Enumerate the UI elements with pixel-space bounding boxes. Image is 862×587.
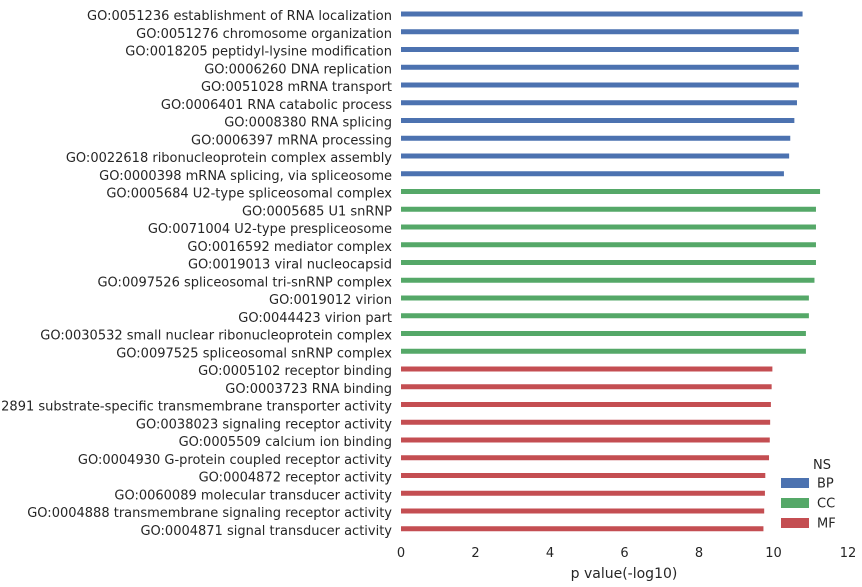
x-tick-label: 10 <box>765 546 782 561</box>
bar-bp <box>401 11 803 17</box>
category-label: GO:0005685 U1 snRNP <box>242 204 392 219</box>
bar-mf <box>401 508 765 514</box>
bar-mf <box>401 384 772 390</box>
legend-title: NS <box>813 458 831 473</box>
category-label: GO:0008380 RNA splicing <box>224 116 392 131</box>
bar-cc <box>401 331 806 336</box>
legend-label-cc: CC <box>817 497 835 512</box>
category-label: GO:0003723 RNA binding <box>225 382 392 397</box>
bar-bp <box>401 171 784 177</box>
bar-bp <box>401 64 799 70</box>
legend-swatch-cc <box>781 498 809 508</box>
category-label: GO:0004930 G-protein coupled receptor ac… <box>78 453 392 468</box>
bar-bp <box>401 82 799 88</box>
category-label: GO:0038023 signaling receptor activity <box>136 417 392 432</box>
category-label: GO:0060089 molecular transducer activity <box>114 488 392 503</box>
bar-bp <box>401 29 799 35</box>
category-label: GO:0019012 virion <box>269 293 392 308</box>
bar-cc <box>401 189 821 194</box>
bar-bp <box>401 100 797 106</box>
bar-group <box>401 11 821 532</box>
category-label: GO:0006397 mRNA processing <box>191 133 392 148</box>
category-label: GO:0006401 RNA catabolic process <box>161 98 392 113</box>
x-tick-label: 8 <box>695 546 703 561</box>
category-label: GO:0016592 mediator complex <box>187 240 392 255</box>
bar-cc <box>401 313 809 319</box>
x-tick-label: 4 <box>546 546 554 561</box>
category-label: GO:0051236 establishment of RNA localiza… <box>87 9 392 24</box>
bar-bp <box>401 118 795 123</box>
category-label: GO:0071004 U2-type prespliceosome <box>148 222 392 237</box>
bar-cc <box>401 206 816 212</box>
x-tick-label: 6 <box>620 546 628 561</box>
category-label: GO:0030532 small nuclear ribonucleoprote… <box>40 329 392 344</box>
legend-label-bp: BP <box>817 477 834 492</box>
x-tick-label: 0 <box>397 546 405 561</box>
bar-bp <box>401 135 791 141</box>
bar-mf <box>401 490 765 496</box>
x-tick-label: 2 <box>471 546 479 561</box>
bar-mf <box>401 419 771 425</box>
x-tick-label: 12 <box>840 546 857 561</box>
bar-mf <box>401 526 764 532</box>
category-label: GO:0006260 DNA replication <box>204 62 392 77</box>
bar-cc <box>401 260 816 265</box>
category-label: GO:0019013 viral nucleocapsid <box>188 258 392 273</box>
category-label: GO:0018205 peptidyl-lysine modification <box>125 45 392 60</box>
bar-mf <box>401 437 770 443</box>
category-label: GO:0004888 transmembrane signaling recep… <box>27 506 392 521</box>
category-label-group: GO:0051236 establishment of RNA localiza… <box>0 9 392 539</box>
bar-cc <box>401 277 815 283</box>
category-label: GO:0022618 ribonucleoprotein complex ass… <box>66 151 392 166</box>
legend-label-mf: MF <box>817 517 836 532</box>
x-axis-title: p value(-log10) <box>571 566 678 582</box>
bar-mf <box>401 455 770 461</box>
bar-cc <box>401 348 806 354</box>
legend-swatch-bp <box>781 478 809 488</box>
category-label: GO:0022891 substrate-specific transmembr… <box>0 400 392 415</box>
category-label: GO:0000398 mRNA splicing, via spliceosom… <box>99 169 392 184</box>
x-tick-label-group: 0 2 4 6 8 10 12 <box>397 546 856 561</box>
category-label: GO:0044423 virion part <box>238 311 392 326</box>
bar-mf <box>401 473 766 478</box>
category-label: GO:0005102 receptor binding <box>198 364 392 379</box>
category-label: GO:0097526 spliceosomal tri-snRNP comple… <box>97 275 392 290</box>
bar-cc <box>401 242 816 248</box>
category-label: GO:0005509 calcium ion binding <box>179 435 392 450</box>
bar-mf <box>401 366 773 372</box>
bar-cc <box>401 295 809 301</box>
category-label: GO:0051028 mRNA transport <box>201 80 392 95</box>
bar-cc <box>401 224 816 230</box>
bar-bp <box>401 47 799 52</box>
category-label: GO:0097525 spliceosomal snRNP complex <box>116 346 392 361</box>
bar-bp <box>401 153 790 159</box>
category-label: GO:0004872 receptor activity <box>199 471 393 486</box>
category-label: GO:0051276 chromosome organization <box>136 27 392 42</box>
legend: NS BP CC MF <box>781 458 836 532</box>
category-label: GO:0005684 U2-type spliceosomal complex <box>106 187 392 202</box>
legend-swatch-mf <box>781 518 809 528</box>
bar-mf <box>401 402 771 407</box>
category-label: GO:0004871 signal transducer activity <box>140 524 392 539</box>
